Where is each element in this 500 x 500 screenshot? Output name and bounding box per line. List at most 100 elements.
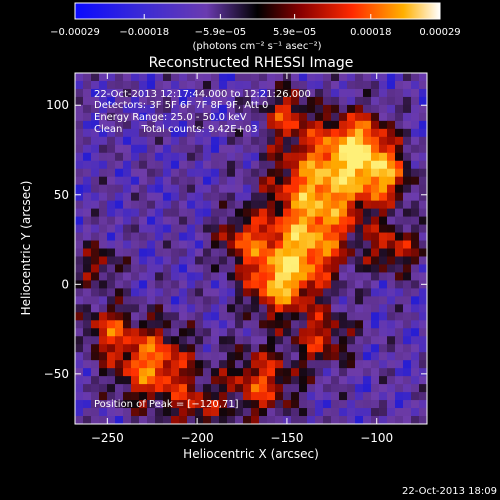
heatmap-cell [203,312,212,321]
heatmap-cell [91,368,100,377]
heatmap-cell [363,272,372,281]
heatmap-cell [251,104,260,114]
heatmap-cell [187,112,196,122]
heatmap-cell [251,192,260,202]
heatmap-cell [243,312,252,321]
heatmap-cell [179,408,188,417]
heatmap-cell [155,240,164,249]
heatmap-cell [275,264,284,273]
heatmap-cell [339,328,348,337]
heatmap-cell [371,416,380,424]
heatmap-cell [139,88,148,98]
heatmap-cell [219,360,228,369]
heatmap-cell [187,392,196,401]
heatmap-cell [91,184,100,194]
heatmap-cell [387,112,396,122]
heatmap-cell [355,328,364,337]
heatmap-cell [307,184,316,194]
heatmap-cell [163,352,172,361]
heatmap-cell [131,208,140,218]
colorbar-tick-label: 5.9e−05 [273,27,316,38]
heatmap-cell [283,392,292,401]
heatmap-cell [235,304,244,313]
heatmap-cell [363,336,372,345]
heatmap-cell [371,88,380,98]
heatmap-cell [267,144,276,154]
heatmap-cell [107,328,116,337]
heatmap-cell [259,368,268,377]
heatmap-cell [163,80,172,90]
heatmap-cell [243,240,252,249]
heatmap-cell [323,248,332,257]
heatmap-cell [195,200,204,210]
heatmap-cell [379,368,388,377]
heatmap-cell [203,232,212,242]
heatmap-cell [307,352,316,361]
heatmap-cell [203,264,212,273]
heatmap-cell [179,136,188,146]
heatmap-cell [243,224,252,234]
heatmap-cell [363,392,372,401]
heatmap-cell [171,312,180,321]
heatmap-cell [131,248,140,257]
heatmap-cell [203,216,212,226]
heatmap-cell [299,392,308,401]
heatmap-cell [307,152,316,162]
heatmap-cell [307,408,316,417]
heatmap-cell [283,120,292,130]
heatmap-cell [323,120,332,130]
heatmap-cell [275,272,284,281]
heatmap-cell [163,328,172,337]
heatmap-cell [411,136,420,146]
heatmap-cell [147,112,156,122]
heatmap-cell [251,232,260,242]
heatmap-cell [339,336,348,345]
heatmap-cell [195,160,204,170]
heatmap-cell [235,96,244,106]
heatmap-cell [163,96,172,106]
heatmap-cell [299,176,308,186]
heatmap-cell [267,336,276,345]
heatmap-cell [195,224,204,234]
heatmap-cell [403,88,412,98]
heatmap-cell [187,184,196,194]
heatmap-cell [267,112,276,122]
heatmap-cell [403,296,412,305]
heatmap-cell [395,104,404,114]
heatmap-cell [115,368,124,377]
heatmap-cell [315,344,324,353]
heatmap-cell [267,136,276,146]
heatmap-cell [411,344,420,353]
heatmap-cell [299,120,308,130]
heatmap-cell [219,176,228,186]
heatmap-cell [235,152,244,162]
heatmap-cell [323,264,332,273]
heatmap-cell [371,352,380,361]
heatmap-cell [419,176,427,186]
heatmap-cell [259,416,268,424]
heatmap-cell [75,120,84,130]
heatmap-cell [203,152,212,162]
heatmap-cell [331,328,340,337]
heatmap-cell [371,392,380,401]
heatmap-cell [99,392,108,401]
heatmap-cell [355,216,364,226]
heatmap-cell [315,280,324,289]
heatmap-cell [267,232,276,242]
heatmap-cell [331,368,340,377]
heatmap-cell [195,208,204,218]
heatmap-cell [171,73,180,82]
heatmap-cell [283,216,292,226]
heatmap-cell [331,248,340,257]
heatmap-cell [371,208,380,218]
heatmap-cell [107,264,116,273]
heatmap-cell [299,272,308,281]
heatmap-cell [187,416,196,424]
heatmap-cell [411,208,420,218]
heatmap-cell [203,80,212,90]
heatmap-cell [299,152,308,162]
heatmap-cell [275,368,284,377]
heatmap-cell [347,73,356,82]
heatmap-cell [219,352,228,361]
heatmap-cell [395,232,404,242]
